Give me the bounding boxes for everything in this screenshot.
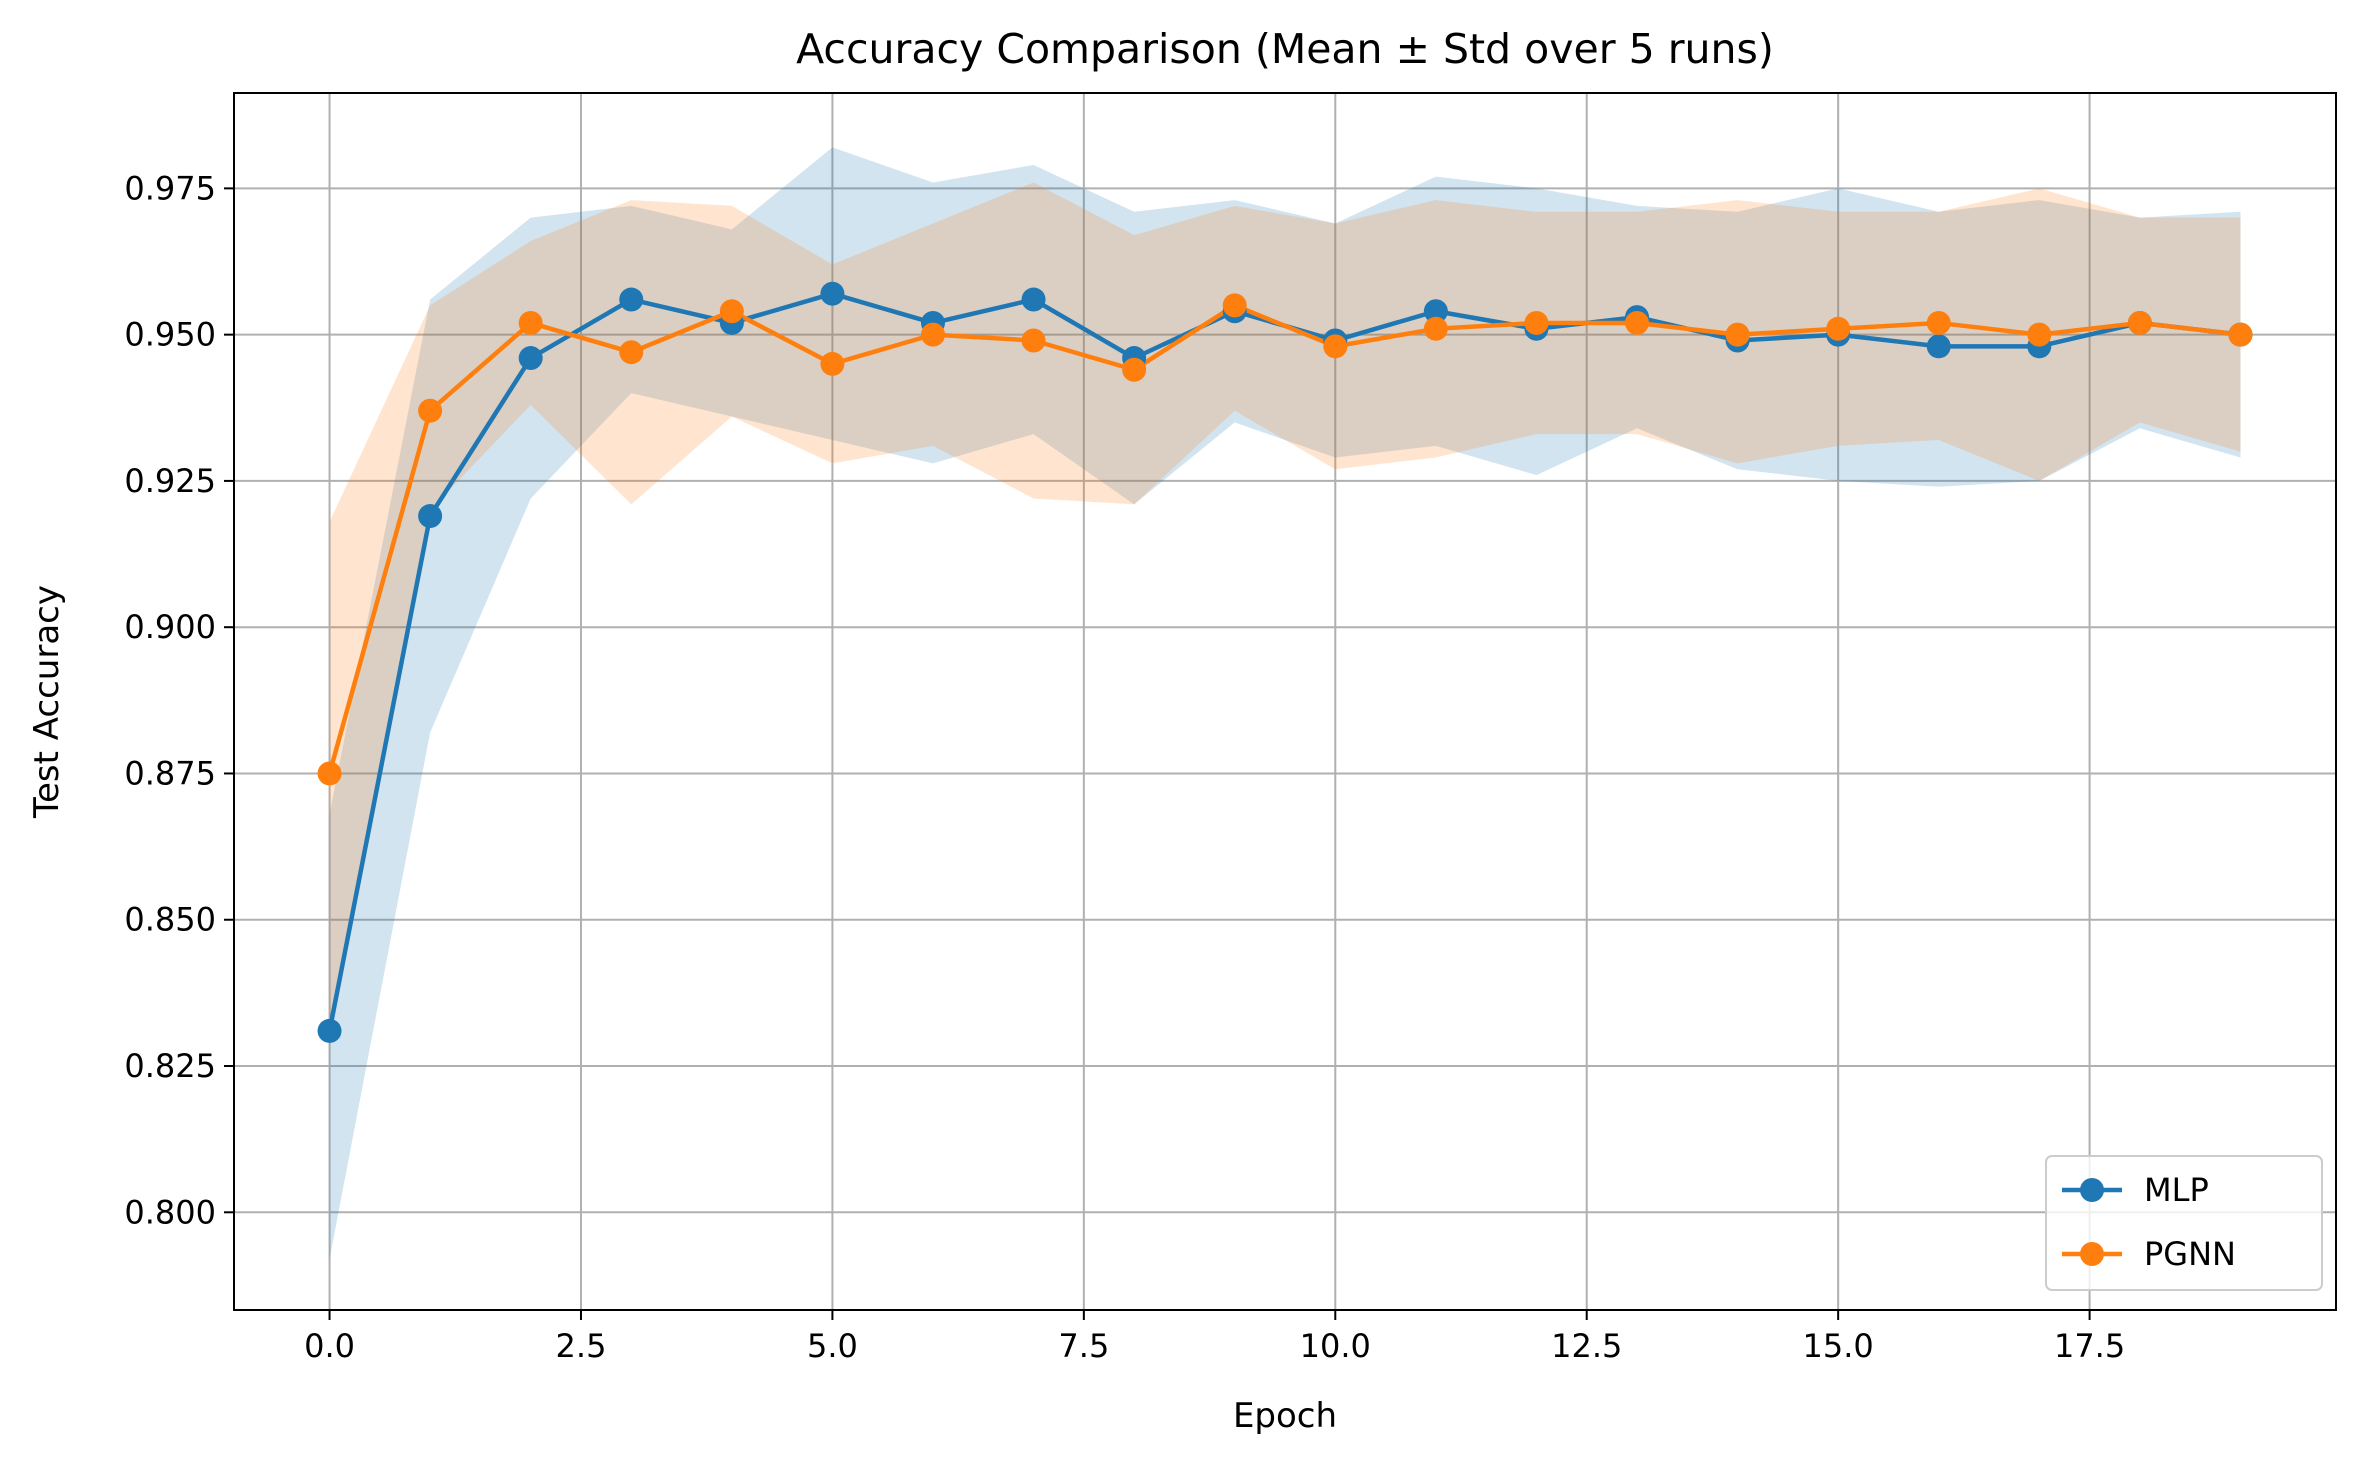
pgnn-point <box>820 351 845 376</box>
pgnn-point <box>1122 357 1147 382</box>
pgnn-point <box>2127 310 2152 335</box>
pgnn-point <box>1826 316 1851 341</box>
x-tick-label: 17.5 <box>2054 1327 2125 1365</box>
y-tick-label: 0.925 <box>124 462 216 500</box>
pgnn-line <box>327 303 2241 775</box>
pgnn-legend-marker <box>2080 1242 2104 1266</box>
legend: MLP PGNN <box>2045 1155 2323 1291</box>
x-tick-label: 5.0 <box>807 1327 858 1365</box>
mlp-legend-marker <box>2080 1178 2104 1202</box>
y-axis-title: Test Accuracy <box>27 585 67 819</box>
mlp-std-band <box>329 147 2241 1260</box>
x-tick-label: 2.5 <box>556 1327 607 1365</box>
y-tick-label: 0.975 <box>124 169 216 207</box>
mlp-point <box>1021 287 1046 312</box>
mlp-point <box>1926 334 1951 359</box>
x-tick-label: 0.0 <box>304 1327 355 1365</box>
pgnn-point <box>2228 322 2253 347</box>
pgnn-point <box>418 398 443 423</box>
pgnn-point <box>1725 322 1750 347</box>
y-tick-label: 0.950 <box>124 316 216 354</box>
x-axis-title: Epoch <box>1233 1396 1337 1436</box>
y-tick-label: 0.850 <box>124 901 216 939</box>
series-lines <box>327 291 2241 1032</box>
x-tick-label: 10.0 <box>1300 1327 1371 1365</box>
x-tick-label: 15.0 <box>1803 1327 1874 1365</box>
mlp-point <box>518 346 543 371</box>
pgnn-point <box>1625 310 1650 335</box>
pgnn-point <box>1323 334 1348 359</box>
y-axis-ticks: 0.800 0.825 0.850 0.875 0.900 0.925 0.950 0.975 <box>124 169 234 1231</box>
y-tick-label: 0.800 <box>124 1193 216 1231</box>
mlp-point <box>1423 299 1448 324</box>
pgnn-point <box>1524 310 1549 335</box>
mlp-point <box>619 287 644 312</box>
pgnn-point <box>2027 322 2052 347</box>
pgnn-point <box>920 322 945 347</box>
pgnn-point <box>719 299 744 324</box>
plot-frame <box>233 92 2337 1311</box>
x-tick-label: 12.5 <box>1551 1327 1622 1365</box>
x-tick-label: 7.5 <box>1058 1327 1109 1365</box>
mlp-legend-label: MLP <box>2144 1171 2209 1209</box>
y-tick-label: 0.900 <box>124 608 216 646</box>
pgnn-point <box>317 761 342 786</box>
series-markers <box>317 281 2253 1043</box>
pgnn-point <box>1021 328 1046 353</box>
y-tick-label: 0.825 <box>124 1047 216 1085</box>
pgnn-legend-label: PGNN <box>2144 1235 2236 1273</box>
std-bands <box>329 147 2241 1260</box>
y-tick-label: 0.875 <box>124 754 216 792</box>
pgnn-point <box>1222 293 1247 318</box>
pgnn-point <box>619 340 644 365</box>
pgnn-point <box>1926 310 1951 335</box>
x-axis-ticks: 0.0 2.5 5.0 7.5 10.0 12.5 15.0 17.5 <box>304 1310 2125 1365</box>
mlp-point <box>820 281 845 306</box>
pgnn-std-band <box>329 182 2241 1020</box>
mlp-point <box>317 1018 342 1043</box>
mlp-point <box>418 504 443 529</box>
pgnn-point <box>518 310 543 335</box>
chart-title: Accuracy Comparison (Mean ± Std over 5 r… <box>796 25 1774 73</box>
pgnn-point <box>1423 316 1448 341</box>
